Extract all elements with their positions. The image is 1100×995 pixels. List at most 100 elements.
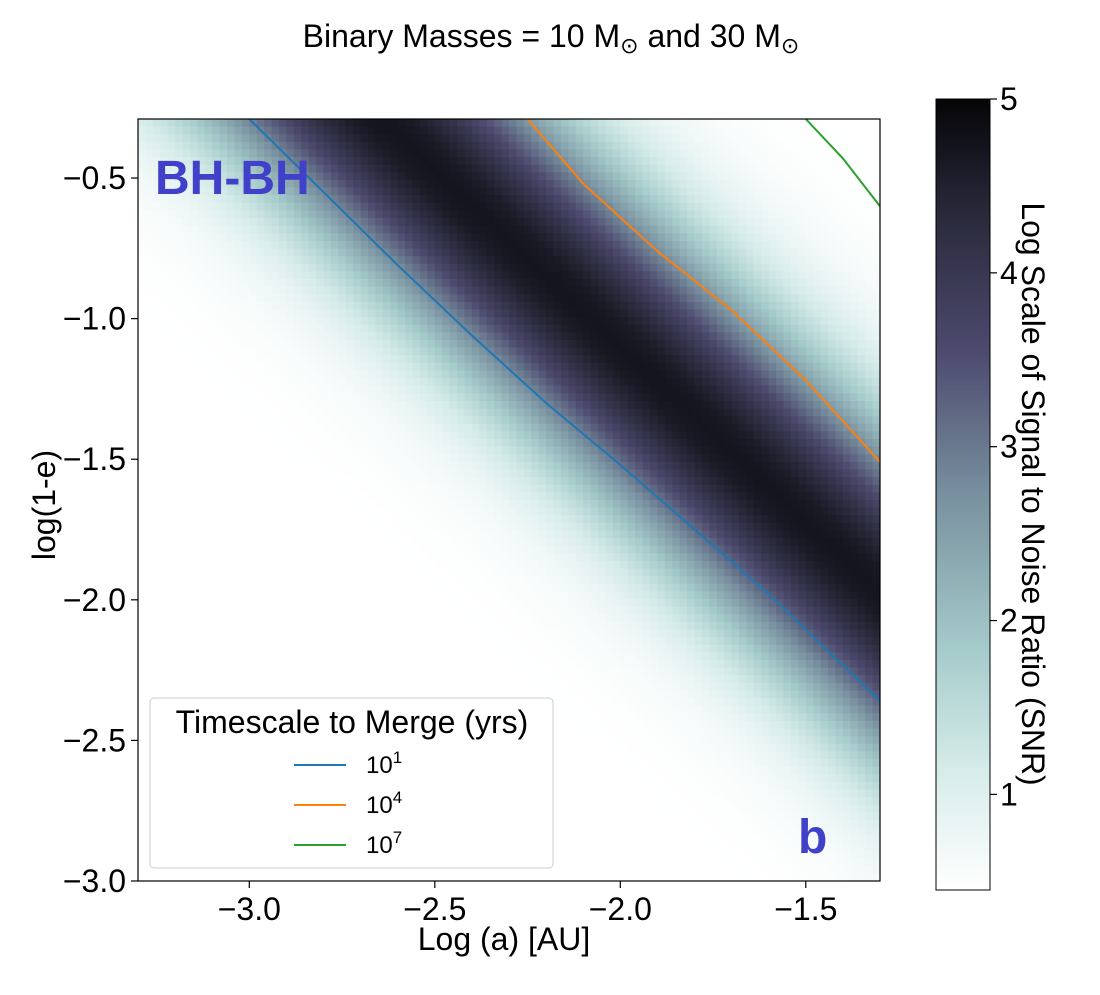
heatmap-cell [256, 119, 265, 128]
heatmap-cell [746, 484, 755, 493]
heatmap-cell [687, 301, 696, 311]
heatmap-cell [612, 218, 621, 227]
heatmap-cell [338, 195, 347, 204]
heatmap-cell [138, 416, 147, 425]
heatmap-cell [598, 454, 607, 463]
heatmap-cell [353, 393, 362, 402]
heatmap-cell [612, 279, 621, 288]
heatmap-cell [375, 225, 384, 234]
heatmap-cell [672, 164, 681, 173]
heatmap-cell [271, 416, 280, 425]
heatmap-cell [865, 202, 874, 212]
heatmap-cell [271, 240, 280, 250]
heatmap-cell [434, 218, 443, 227]
heatmap-cell [627, 286, 636, 295]
heatmap-cell [464, 484, 473, 493]
heatmap-cell [716, 294, 725, 303]
heatmap-cell [167, 218, 176, 227]
heatmap-cell [345, 355, 354, 364]
heatmap-cell [486, 164, 495, 173]
heatmap-cell [271, 263, 280, 272]
heatmap-cell [538, 225, 547, 234]
heatmap-cell [464, 469, 473, 478]
heatmap-cell [182, 141, 191, 151]
heatmap-cell [523, 202, 532, 212]
heatmap-cell [471, 263, 480, 272]
heatmap-cell [709, 416, 718, 425]
heatmap-cell [516, 172, 525, 181]
heatmap-cell [739, 400, 748, 410]
heatmap-cell [397, 179, 406, 189]
heatmap-cell [627, 454, 636, 463]
heatmap-cell [716, 187, 725, 196]
heatmap-cell [739, 172, 748, 181]
heatmap-cell [813, 347, 822, 356]
heatmap-cell [138, 195, 147, 204]
heatmap-cell [271, 218, 280, 227]
heatmap-cell [783, 263, 792, 272]
heatmap-cell [724, 248, 733, 257]
heatmap-cell [464, 370, 473, 379]
heatmap-cell [761, 157, 770, 166]
heatmap-cell [828, 324, 837, 333]
heatmap-cell [138, 301, 147, 311]
heatmap-cell [776, 332, 785, 341]
heatmap-cell [241, 233, 250, 242]
heatmap-cell [278, 332, 287, 341]
heatmap-cell [798, 423, 807, 433]
heatmap-cell [605, 218, 614, 227]
heatmap-cell [308, 286, 317, 295]
heatmap-cell [278, 385, 287, 394]
heatmap-cell [145, 492, 154, 501]
heatmap-cell [360, 256, 369, 265]
heatmap-cell [494, 347, 503, 356]
heatmap-cell [531, 248, 540, 257]
heatmap-cell [249, 187, 258, 196]
heatmap-cell [442, 355, 451, 364]
heatmap-cell [397, 195, 406, 204]
heatmap-cell [835, 301, 844, 311]
heatmap-cell [842, 378, 851, 387]
heatmap-cell [820, 439, 829, 448]
heatmap-cell [338, 362, 347, 372]
heatmap-cell [182, 256, 191, 265]
heatmap-cell [657, 423, 666, 433]
heatmap-cell [813, 210, 822, 219]
heatmap-cell [390, 484, 399, 493]
heatmap-cell [679, 218, 688, 227]
heatmap-cell [145, 149, 154, 158]
heatmap-cell [405, 461, 414, 471]
heatmap-cell [375, 400, 384, 410]
heatmap-cell [828, 317, 837, 326]
heatmap-cell [494, 301, 503, 311]
heatmap-cell [560, 317, 569, 326]
heatmap-cell [523, 225, 532, 234]
heatmap-cell [427, 423, 436, 433]
heatmap-cell [293, 454, 302, 463]
heatmap-cell [620, 439, 629, 448]
heatmap-cell [182, 484, 191, 493]
heatmap-cell [152, 477, 161, 486]
heatmap-cell [842, 294, 851, 303]
heatmap-cell [212, 141, 221, 151]
heatmap-cell [457, 446, 466, 455]
heatmap-cell [523, 149, 532, 158]
heatmap-cell [204, 271, 213, 280]
heatmap-cell [753, 164, 762, 173]
heatmap-cell [375, 370, 384, 379]
heatmap-cell [212, 408, 221, 417]
heatmap-cell [256, 362, 265, 372]
heatmap-cell [687, 248, 696, 257]
heatmap-cell [197, 279, 206, 288]
heatmap-cell [368, 126, 377, 135]
heatmap-cell [323, 256, 332, 265]
heatmap-cell [471, 408, 480, 417]
heatmap-cell [204, 469, 213, 478]
heatmap-cell [308, 271, 317, 280]
heatmap-cell [509, 347, 518, 356]
heatmap-cell [486, 446, 495, 455]
heatmap-cell [790, 332, 799, 341]
heatmap-cell [716, 484, 725, 493]
heatmap-cell [560, 126, 569, 135]
heatmap-cell [590, 416, 599, 425]
